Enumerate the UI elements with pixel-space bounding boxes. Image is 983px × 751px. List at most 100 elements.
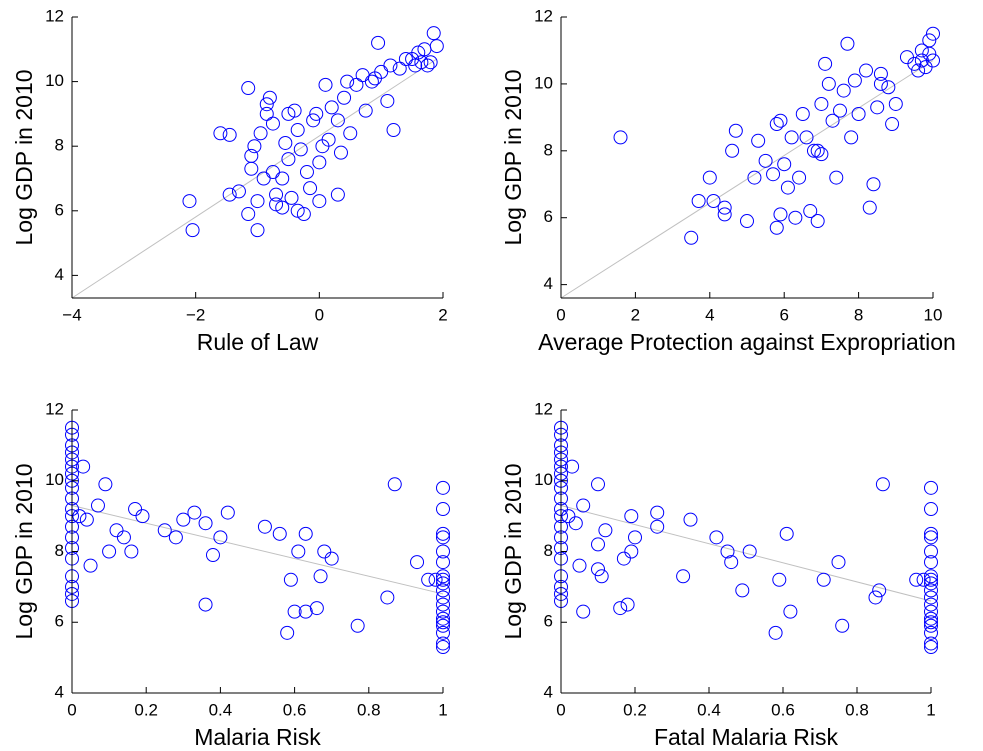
data-point	[773, 207, 788, 222]
data-point	[720, 544, 735, 559]
data-point	[287, 604, 302, 619]
data-point	[299, 165, 314, 180]
data-point	[309, 601, 324, 616]
data-point	[777, 157, 792, 172]
data-point	[436, 611, 450, 626]
data-point	[116, 530, 131, 545]
x-axis-label: Average Protection against Expropriation	[538, 329, 956, 355]
data-point	[380, 590, 395, 605]
data-point	[109, 523, 124, 538]
data-point	[296, 207, 311, 222]
data-point	[885, 117, 900, 132]
data-point	[364, 74, 379, 89]
data-point	[222, 127, 237, 142]
data-point	[350, 618, 365, 633]
data-point	[924, 618, 938, 633]
x-tick-label: 0.4	[697, 700, 721, 719]
data-point	[624, 509, 639, 524]
data-point	[568, 516, 583, 531]
data-point	[283, 572, 298, 587]
y-tick-label: 4	[55, 682, 64, 701]
data-point	[628, 530, 642, 545]
data-point	[436, 576, 450, 591]
data-point	[187, 505, 202, 520]
data-point	[253, 126, 268, 141]
data-point	[914, 43, 929, 58]
x-tick-label: 0.2	[134, 700, 158, 719]
data-point	[792, 170, 807, 185]
y-tick-label: 12	[45, 399, 64, 418]
data-point	[262, 90, 277, 105]
data-point	[343, 126, 358, 141]
data-point	[337, 90, 352, 105]
data-point	[244, 161, 259, 176]
data-point	[436, 572, 450, 587]
data-point	[436, 597, 450, 612]
data-point	[725, 143, 740, 158]
data-point	[386, 123, 401, 138]
data-point	[333, 145, 348, 160]
data-point	[340, 74, 355, 89]
data-point	[436, 604, 450, 619]
data-point	[436, 569, 450, 584]
y-tick-label: 10	[45, 71, 64, 90]
data-point	[616, 551, 631, 566]
data-point	[740, 214, 754, 229]
data-point	[576, 604, 591, 619]
x-tick-label: 4	[705, 305, 714, 324]
data-point	[436, 583, 450, 598]
data-point	[728, 123, 743, 138]
data-point	[392, 61, 407, 76]
data-point	[836, 83, 851, 98]
data-point	[816, 572, 831, 587]
data-point	[250, 223, 265, 238]
x-tick-label: 0	[556, 700, 565, 719]
data-point	[269, 187, 284, 202]
x-tick-label: −4	[62, 305, 81, 324]
data-point	[835, 618, 850, 633]
data-point	[281, 152, 296, 167]
data-point	[349, 77, 364, 92]
y-tick-label: 4	[544, 274, 553, 293]
data-point	[436, 530, 450, 545]
data-point	[291, 544, 306, 559]
data-point	[213, 126, 228, 141]
data-point	[102, 544, 117, 559]
data-point	[303, 181, 318, 196]
data-point	[591, 537, 605, 552]
data-point	[799, 130, 814, 145]
y-tick-label: 4	[544, 682, 553, 701]
data-point	[298, 604, 313, 619]
x-tick-label: 0	[67, 700, 76, 719]
x-tick-label: 0.2	[623, 700, 647, 719]
data-point	[818, 56, 833, 71]
x-tick-label: 0	[556, 305, 565, 324]
data-point	[717, 207, 732, 222]
data-point	[436, 625, 450, 640]
data-point	[851, 107, 866, 122]
data-point	[924, 526, 938, 541]
data-point	[241, 207, 256, 222]
y-tick-label: 4	[55, 265, 64, 284]
x-tick-label: 8	[854, 305, 863, 324]
y-axis-label: Log GDP in 2010	[500, 463, 526, 639]
data-point	[275, 200, 290, 215]
data-point	[862, 200, 877, 215]
x-tick-label: 0.6	[771, 700, 795, 719]
data-point	[924, 625, 938, 640]
y-tick-label: 10	[534, 470, 553, 489]
y-tick-label: 8	[55, 541, 64, 560]
data-point	[924, 583, 938, 598]
data-point	[924, 611, 938, 626]
data-point	[868, 590, 883, 605]
data-point	[909, 572, 924, 587]
data-point	[124, 544, 139, 559]
data-point	[83, 558, 98, 573]
data-point	[383, 58, 398, 73]
data-point	[866, 177, 881, 192]
x-tick-label: 6	[779, 305, 788, 324]
data-point	[780, 180, 795, 195]
data-point	[924, 480, 938, 495]
data-point	[436, 544, 450, 559]
